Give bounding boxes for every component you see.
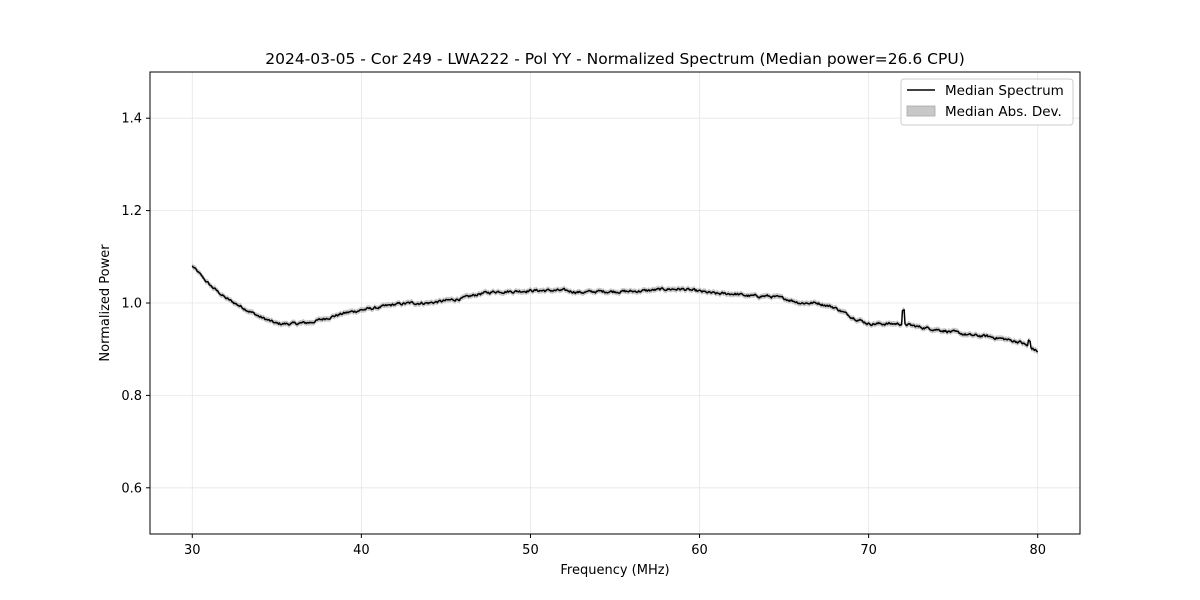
x-tick-label: 80 [1029, 543, 1046, 558]
chart-title: 2024-03-05 - Cor 249 - LWA222 - Pol YY -… [265, 50, 965, 68]
y-tick-label: 0.8 [121, 389, 142, 404]
y-tick-label: 1.4 [121, 112, 142, 127]
legend: Median Spectrum Median Abs. Dev. [900, 78, 1074, 126]
y-tick-label: 1.2 [121, 204, 142, 219]
x-tick-label: 60 [691, 543, 708, 558]
x-tick-label: 30 [184, 543, 201, 558]
x-tick-label: 50 [522, 543, 539, 558]
y-axis-label: Normalized Power [98, 244, 113, 362]
x-tick-label: 40 [353, 543, 370, 558]
x-tick-label: 70 [860, 543, 877, 558]
y-axis: 0.6 0.8 1.0 1.2 1.4 [121, 112, 150, 496]
median-line [191, 265, 1039, 353]
x-axis: 30 40 50 60 70 80 [184, 534, 1046, 558]
x-axis-label: Frequency (MHz) [560, 563, 669, 578]
median-spectrum-line [191, 265, 1039, 353]
legend-box [900, 78, 1074, 126]
legend-band-swatch [906, 105, 936, 117]
y-tick-label: 1.0 [121, 297, 142, 312]
legend-label-median-abs-dev: Median Abs. Dev. [945, 104, 1062, 120]
y-tick-label: 0.6 [121, 481, 142, 496]
legend-label-median-spectrum: Median Spectrum [945, 83, 1064, 99]
